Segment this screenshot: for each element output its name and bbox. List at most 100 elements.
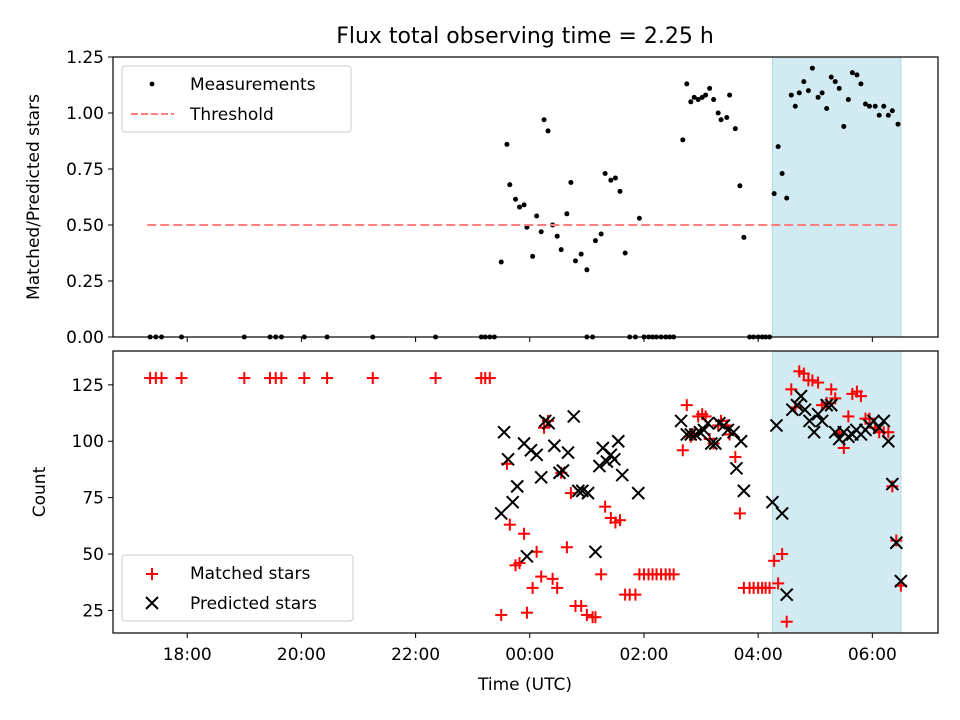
predicted-star-point [802,414,817,428]
predicted-star-point [779,587,794,602]
predicted-star-point [894,574,908,588]
predicted-star-point [541,416,556,430]
matched-star-point [518,527,531,540]
measurement-point [684,81,690,87]
predicted-star-point [737,484,751,498]
matched-star-point [854,390,867,403]
predicted-star-point [520,549,534,564]
predicted-star-point [701,416,715,430]
matched-stars-points [144,365,907,628]
matched-star-point [321,372,334,385]
measurement-point [598,231,604,237]
predicted-star-point [872,420,886,435]
measurement-point [688,99,694,105]
predicted-star-point [497,425,511,439]
count-x-ticks: 18:00 20:00 22:00 00:00 02:00 04:00 06:00 [163,633,897,665]
measurement-point [636,215,642,221]
matched-star-point [806,374,819,387]
matched-star-point [560,541,573,554]
ratio-y-tick-label: 1.25 [66,48,104,68]
predicted-star-point [494,506,508,521]
measurement-point [554,233,560,239]
measurement-point [498,259,504,265]
predicted-star-point [674,414,688,428]
predicted-star-point [505,495,520,509]
measurement-point [513,196,519,202]
measurement-point [558,247,564,253]
measurement-point [617,188,623,194]
matched-star-point [707,437,720,450]
measurement-point [876,112,882,118]
matched-star-point [863,412,876,425]
measurement-point [796,90,802,96]
matched-star-point [797,367,810,380]
matched-star-point [483,372,496,385]
measurement-point [895,121,901,127]
matched-star-point [842,410,855,423]
measurement-point [779,170,785,176]
legend-predicted-marker [145,596,159,610]
measurement-point [545,128,551,134]
matched-star-point [676,444,689,457]
measurement-point [824,106,830,112]
measurement-point [792,103,798,109]
count-y-ticks: 25 50 75 100 125 [72,376,113,621]
ratio-plot-frame [112,56,939,338]
measurement-point [691,94,697,100]
measurement-point [572,258,578,264]
matched-star-point [780,615,793,628]
measurement-point [866,103,872,109]
predicted-star-point [556,463,570,478]
matched-star-point [429,372,442,385]
predicted-star-point [631,486,645,500]
measurement-point [530,253,536,259]
matched-star-point [629,588,642,601]
ratio-legend-box [121,65,352,133]
measurement-point [707,85,713,91]
predicted-star-point [600,454,614,469]
measurement-point [703,92,709,98]
matched-star-point [526,581,539,594]
count-y-tick-label: 75 [82,489,104,509]
measurement-point [832,79,838,85]
measurement-point [612,175,618,181]
measurement-point [564,211,570,217]
matched-star-point [580,608,593,621]
ratio-y-ticks: 0.00 0.25 0.50 0.75 1.00 1.25 [66,48,113,348]
measurement-point [534,213,540,219]
legend-matched-label: Matched stars [190,564,310,584]
measurement-point [608,177,614,183]
matched-star-point [513,557,526,570]
count-y-tick-label: 125 [72,376,104,396]
matched-star-point [667,568,680,581]
measurement-point [711,97,717,103]
matched-star-point [238,372,251,385]
matched-star-point [275,372,288,385]
predicted-star-point [567,409,581,424]
matched-star-point [503,518,516,531]
predicted-star-point [561,445,575,460]
x-tick-label: 22:00 [391,645,440,665]
predicted-star-point [798,402,812,417]
measurement-point [788,92,794,98]
predicted-star-point [704,436,719,451]
matched-star-point [551,581,564,594]
measurement-point [578,251,584,257]
predicted-star-point [501,452,515,466]
predicted-star-point [607,452,621,466]
matched-star-point [733,507,746,520]
predicted-star-point [881,434,896,448]
predicted-star-point [807,425,821,439]
predicted-star-point [729,461,744,476]
matched-star-point [155,372,168,385]
count-plot-frame [112,350,939,634]
measurement-point [521,202,527,208]
measurement-point [828,74,834,80]
matched-star-point [546,572,559,585]
predicted-star-point [534,470,548,485]
predicted-star-point [775,506,789,521]
predicted-star-point [734,434,748,448]
legend-predicted-label: Predicted stars [190,594,317,614]
x-tick-label: 02:00 [619,645,668,665]
